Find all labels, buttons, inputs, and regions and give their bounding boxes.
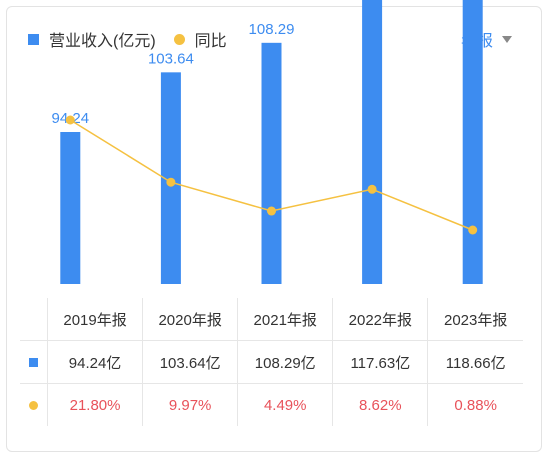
table-cell: 4.49%	[237, 383, 334, 426]
table-header-row: 2019年报 2020年报 2021年报 2022年报 2023年报	[20, 298, 523, 341]
yoy-point[interactable]	[267, 206, 276, 216]
table-cell: 9.97%	[142, 383, 239, 426]
legend-item-yoy[interactable]: 同比	[173, 27, 227, 51]
table-header-cell: 2023年报	[427, 298, 523, 341]
table-cell: 103.64亿	[142, 340, 239, 384]
table-header-cell: 2022年报	[332, 298, 429, 341]
revenue-square-icon	[29, 357, 38, 367]
table-cell: 117.63亿	[332, 340, 429, 384]
bar[interactable]	[261, 42, 282, 285]
bar[interactable]	[462, 0, 483, 284]
row-marker-cell	[20, 340, 48, 384]
table-corner-cell	[20, 298, 48, 341]
bar-value-label: 108.29	[249, 21, 295, 38]
legend: 营业收入(亿元) 同比	[28, 27, 245, 51]
table-cell: 0.88%	[427, 383, 523, 426]
table-header-cell: 2021年报	[237, 298, 334, 341]
legend-item-revenue[interactable]: 营业收入(亿元)	[28, 27, 156, 51]
bar-value-label: 103.64	[148, 50, 194, 67]
yoy-dot-icon	[29, 400, 38, 410]
table-header-cell: 2020年报	[142, 298, 239, 341]
caret-down-icon	[502, 35, 512, 43]
yoy-point[interactable]	[166, 177, 176, 187]
table-cell: 108.29亿	[237, 340, 334, 384]
legend-dot-icon	[173, 33, 185, 45]
table-cell: 94.24亿	[46, 340, 144, 384]
legend-revenue-label: 营业收入(亿元)	[49, 33, 156, 50]
yoy-point[interactable]	[367, 184, 377, 194]
legend-square-icon	[28, 33, 39, 45]
data-table: 2019年报 2020年报 2021年报 2022年报 2023年报 94.24…	[20, 298, 523, 426]
yoy-point[interactable]	[65, 115, 75, 125]
bar[interactable]	[362, 0, 383, 285]
table-cell: 118.66亿	[427, 340, 523, 384]
bar[interactable]	[60, 132, 81, 284]
yoy-point[interactable]	[468, 225, 478, 235]
row-marker-cell	[20, 383, 48, 426]
table-cell: 21.80%	[46, 383, 144, 426]
table-row-yoy: 21.80% 9.97% 4.49% 8.62% 0.88%	[20, 383, 523, 426]
table-header-cell: 2019年报	[46, 298, 144, 341]
table-cell: 8.62%	[332, 383, 429, 426]
legend-yoy-label: 同比	[194, 33, 227, 50]
table-row-revenue: 94.24亿 103.64亿 108.29亿 117.63亿 118.66亿	[20, 340, 523, 384]
